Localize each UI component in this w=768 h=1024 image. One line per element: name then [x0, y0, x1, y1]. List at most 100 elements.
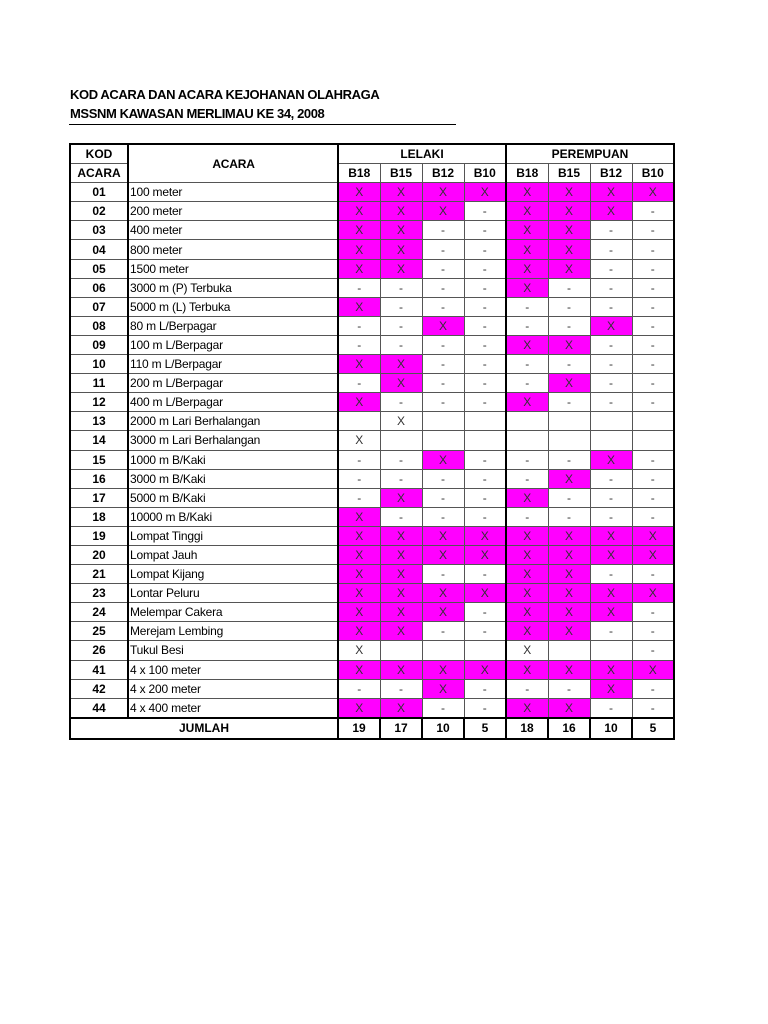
- category-cell: X: [463, 182, 507, 203]
- event-name: 2000 m Lari Berhalangan: [127, 411, 339, 432]
- category-cell: X: [421, 583, 465, 604]
- header-category: B10: [631, 163, 675, 184]
- category-cell: X: [505, 182, 549, 203]
- category-cell: -: [631, 468, 675, 489]
- event-name: 5000 m B/Kaki: [127, 487, 339, 508]
- category-cell: -: [631, 354, 675, 375]
- table-row: 06 3000 m (P) Terbuka - - - - X - - -: [69, 277, 675, 298]
- category-cell: -: [547, 487, 591, 508]
- category-cell: -: [463, 621, 507, 642]
- event-name: 400 m L/Berpagar: [127, 392, 339, 413]
- category-cell: X: [589, 583, 633, 604]
- category-cell: -: [589, 258, 633, 279]
- category-cell: X: [421, 525, 465, 546]
- category-cell: [505, 430, 549, 451]
- category-cell: X: [589, 659, 633, 680]
- category-cell: [337, 411, 381, 432]
- category-cell: -: [589, 564, 633, 585]
- category-cell: -: [505, 354, 549, 375]
- event-code: 04: [69, 239, 129, 260]
- event-code: 03: [69, 220, 129, 241]
- table-row: 19 Lompat Tinggi X X X X X X X X: [69, 525, 675, 546]
- total-value: 19: [337, 716, 381, 740]
- category-cell: -: [631, 315, 675, 336]
- category-cell: X: [337, 583, 381, 604]
- category-cell: -: [421, 354, 465, 375]
- total-value: 10: [589, 716, 633, 740]
- category-cell: -: [589, 506, 633, 527]
- category-cell: X: [505, 697, 549, 719]
- total-value: 18: [505, 716, 549, 740]
- category-cell: -: [631, 201, 675, 222]
- category-cell: X: [547, 468, 591, 489]
- category-cell: X: [547, 621, 591, 642]
- category-cell: -: [463, 678, 507, 699]
- category-cell: X: [379, 487, 423, 508]
- category-cell: -: [589, 220, 633, 241]
- document-title: KOD ACARA DAN ACARA KEJOHANAN OLAHRAGA: [70, 87, 380, 102]
- event-code: 15: [69, 449, 129, 470]
- category-cell: -: [547, 449, 591, 470]
- table-row: 05 1500 meter X X - - X X - -: [69, 258, 675, 279]
- category-cell: [589, 430, 633, 451]
- table-row: 26 Tukul Besi X X -: [69, 640, 675, 661]
- category-cell: X: [589, 544, 633, 566]
- event-code: 01: [69, 182, 129, 203]
- category-cell: -: [379, 468, 423, 489]
- category-cell: -: [505, 468, 549, 489]
- event-name: 10000 m B/Kaki: [127, 506, 339, 527]
- category-cell: -: [631, 487, 675, 508]
- category-cell: X: [337, 239, 381, 260]
- category-cell: -: [463, 315, 507, 336]
- event-name: 1500 meter: [127, 258, 339, 279]
- category-cell: -: [379, 506, 423, 527]
- category-cell: X: [337, 430, 381, 451]
- category-cell: [379, 640, 423, 661]
- category-cell: X: [379, 659, 423, 680]
- category-cell: X: [631, 659, 675, 680]
- event-code: 09: [69, 334, 129, 356]
- category-cell: X: [337, 602, 381, 623]
- category-cell: -: [421, 468, 465, 489]
- table-row: 03 400 meter X X - - X X - -: [69, 220, 675, 241]
- category-cell: X: [547, 697, 591, 719]
- header-category: B15: [379, 163, 423, 184]
- category-cell: X: [547, 220, 591, 241]
- category-cell: -: [379, 449, 423, 470]
- table-row: 09 100 m L/Berpagar - - - - X X - -: [69, 334, 675, 356]
- category-cell: X: [589, 201, 633, 222]
- category-cell: X: [463, 544, 507, 566]
- category-cell: -: [505, 315, 549, 336]
- event-code: 07: [69, 296, 129, 317]
- category-cell: -: [463, 487, 507, 508]
- event-code: 10: [69, 354, 129, 375]
- table-row: 17 5000 m B/Kaki - X - - X - - -: [69, 487, 675, 508]
- table-row: 07 5000 m (L) Terbuka X - - - - - - -: [69, 296, 675, 317]
- category-cell: -: [421, 239, 465, 260]
- category-cell: X: [589, 182, 633, 203]
- category-cell: X: [379, 621, 423, 642]
- table-row: 11 200 m L/Berpagar - X - - - X - -: [69, 373, 675, 394]
- category-cell: -: [463, 296, 507, 317]
- category-cell: [463, 411, 507, 432]
- total-value: 16: [547, 716, 591, 740]
- table-row: 04 800 meter X X - - X X - -: [69, 239, 675, 260]
- category-cell: [421, 640, 465, 661]
- category-cell: X: [505, 258, 549, 279]
- category-cell: -: [463, 602, 507, 623]
- category-cell: -: [631, 239, 675, 260]
- category-cell: -: [547, 678, 591, 699]
- category-cell: X: [379, 544, 423, 566]
- header-category: B15: [547, 163, 591, 184]
- category-cell: X: [337, 621, 381, 642]
- category-cell: X: [505, 544, 549, 566]
- category-cell: X: [505, 487, 549, 508]
- category-cell: -: [337, 678, 381, 699]
- table-row: 02 200 meter X X X - X X X -: [69, 201, 675, 222]
- category-cell: -: [547, 277, 591, 298]
- header-perempuan: PEREMPUAN: [505, 143, 675, 165]
- category-cell: -: [631, 277, 675, 298]
- category-cell: X: [589, 602, 633, 623]
- category-cell: X: [379, 258, 423, 279]
- category-cell: -: [505, 506, 549, 527]
